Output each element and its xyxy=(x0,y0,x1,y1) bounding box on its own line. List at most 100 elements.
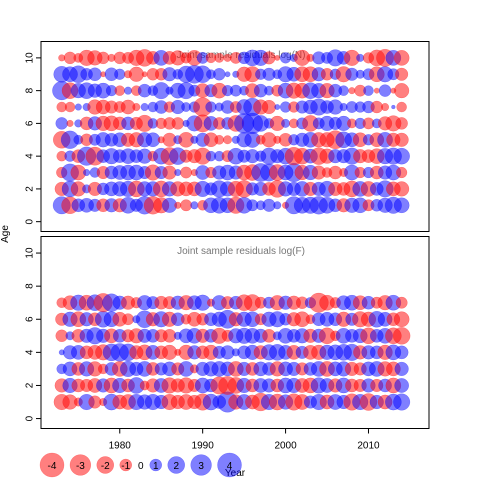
legend-bubble xyxy=(39,452,65,478)
bubble-n-age8-2008 xyxy=(348,87,356,95)
chart-title-bottom: Joint sample residuals log(F) xyxy=(177,246,305,257)
y-tick-label: 2 xyxy=(25,382,36,388)
bubble-n-age6-2000 xyxy=(281,118,291,128)
bubble-n-age6-1987 xyxy=(171,117,185,130)
bubble-n-age3-1987 xyxy=(174,168,182,177)
bubble-n-age7-1974 xyxy=(64,101,76,113)
plot-frame-top xyxy=(40,41,430,232)
bubbles-bottom xyxy=(53,292,411,413)
legend-bubble xyxy=(69,454,92,476)
bubble-n-age9-1983 xyxy=(141,71,148,78)
bubble-n-age8-2014 xyxy=(394,83,410,99)
y-tick-label: 8 xyxy=(25,87,36,93)
x-tick-label: 1980 xyxy=(109,441,132,452)
y-axis-top: 0 2 4 6 8 10 xyxy=(25,52,41,224)
bubble-n-age6-1974 xyxy=(66,119,74,127)
legend-label: 2 xyxy=(173,461,179,472)
plot-frame-bottom xyxy=(40,236,430,429)
y-tick-label: 8 xyxy=(25,283,36,289)
bubble-n-age5-2014 xyxy=(394,132,409,147)
y-tick-label: 0 xyxy=(25,415,36,421)
legend-bubble xyxy=(217,452,242,478)
bubble-n-age10-1992 xyxy=(214,52,225,63)
bubble-n-age7-2011 xyxy=(370,100,384,114)
bubble-n-age8-2010 xyxy=(363,85,374,96)
bubble-n-age7-1998 xyxy=(261,99,277,115)
bubble-n-age3-1976 xyxy=(83,168,91,177)
legend-label: -1 xyxy=(121,461,130,472)
bubble-n-age8-1981 xyxy=(124,86,133,95)
bubble-n-age1-2014 xyxy=(393,197,410,214)
legend-label: 4 xyxy=(227,461,233,472)
bubble-n-age7-1982 xyxy=(132,102,141,112)
bubbles-top xyxy=(52,48,410,215)
bubble-n-age10-1978 xyxy=(96,51,110,65)
panel-log-f: Joint sample residuals log(F) 0 2 4 6 8 10 19… xyxy=(25,236,430,452)
legend-label: -4 xyxy=(48,461,57,472)
bubble-f-age3-2014 xyxy=(394,361,409,377)
y-tick-label: 0 xyxy=(25,218,36,224)
bubble-n-age6-2014 xyxy=(395,117,408,130)
bubble-n-age3-1988 xyxy=(180,166,193,179)
x-tick-label: 2010 xyxy=(357,441,380,452)
bubble-f-age6-1981 xyxy=(122,313,134,326)
bubble-n-age7-2014 xyxy=(396,101,407,113)
legend-label: 1 xyxy=(153,461,159,472)
bubble-n-age8-1980 xyxy=(114,85,126,96)
bubble-f-age5-2014 xyxy=(392,327,411,345)
legend-label: -2 xyxy=(101,461,110,472)
bubble-n-age1-1987 xyxy=(174,201,182,209)
bubble-n-age3-2014 xyxy=(396,166,408,179)
bubble-f-age6-2014 xyxy=(393,311,410,328)
x-tick-label: 1990 xyxy=(192,441,215,452)
y-tick-label: 4 xyxy=(25,153,36,159)
bubble-f-age2-2014 xyxy=(394,378,409,393)
bubble-n-age7-1975 xyxy=(74,103,82,111)
bubble-n-age10-2009 xyxy=(356,53,365,62)
y-tick-label: 2 xyxy=(25,186,36,192)
bubble-n-age9-2014 xyxy=(395,67,409,81)
bubble-n-age7-2013 xyxy=(391,104,396,110)
bubble-n-age10-1998 xyxy=(262,51,276,65)
bubble-n-age9-1993 xyxy=(224,71,231,78)
bubble-n-age4-2014 xyxy=(393,147,410,165)
legend-label: 3 xyxy=(198,461,204,472)
y-tick-label: 6 xyxy=(25,316,36,322)
bubble-n-age8-2007 xyxy=(338,85,349,96)
x-tick-label: 2000 xyxy=(274,441,297,452)
bubble-n-age9-1977 xyxy=(88,67,102,82)
y-axis-label: Age xyxy=(0,225,11,243)
bubble-n-age7-1991 xyxy=(205,101,217,113)
bubble-n-age9-1980 xyxy=(114,68,126,80)
bubble-n-age9-1982 xyxy=(128,66,144,82)
bubble-n-age1-1988 xyxy=(180,199,193,212)
bubble-n-age9-1992 xyxy=(213,68,226,81)
size-legend: -4 -3 -2 -1 0 1 2 3 4 xyxy=(39,452,242,478)
bubble-n-age10-2014 xyxy=(393,50,410,66)
legend-bubble xyxy=(96,456,115,474)
bubble-f-age1-2014 xyxy=(393,393,411,411)
bubble-n-age6-1973 xyxy=(55,117,68,130)
bubble-n-age7-2012 xyxy=(381,102,390,112)
y-axis-bottom: 0 2 4 6 8 10 xyxy=(25,247,41,421)
bubble-n-age8-2012 xyxy=(378,84,392,97)
y-tick-label: 6 xyxy=(25,120,36,126)
bubble-f-age7-2014 xyxy=(395,296,408,309)
legend-bubble xyxy=(149,458,163,472)
bubble-n-age1-1989 xyxy=(190,201,199,210)
legend-bubble xyxy=(190,454,212,476)
legend-label: -3 xyxy=(76,461,85,472)
bubble-n-age1-1999 xyxy=(273,201,282,210)
bubble-n-age7-1999 xyxy=(274,104,281,110)
bubble-n-age5-1993 xyxy=(223,135,233,145)
y-tick-label: 4 xyxy=(25,349,36,355)
bubble-n-age8-2011 xyxy=(373,87,380,94)
legend-label: 0 xyxy=(138,461,144,472)
legend-bubble xyxy=(167,456,185,474)
bubble-n-age10-1999 xyxy=(274,54,281,61)
bubble-f-age4-2014 xyxy=(394,345,409,360)
x-axis: 1980 1990 2000 2010 xyxy=(109,428,380,452)
legend-bubble xyxy=(119,458,133,472)
